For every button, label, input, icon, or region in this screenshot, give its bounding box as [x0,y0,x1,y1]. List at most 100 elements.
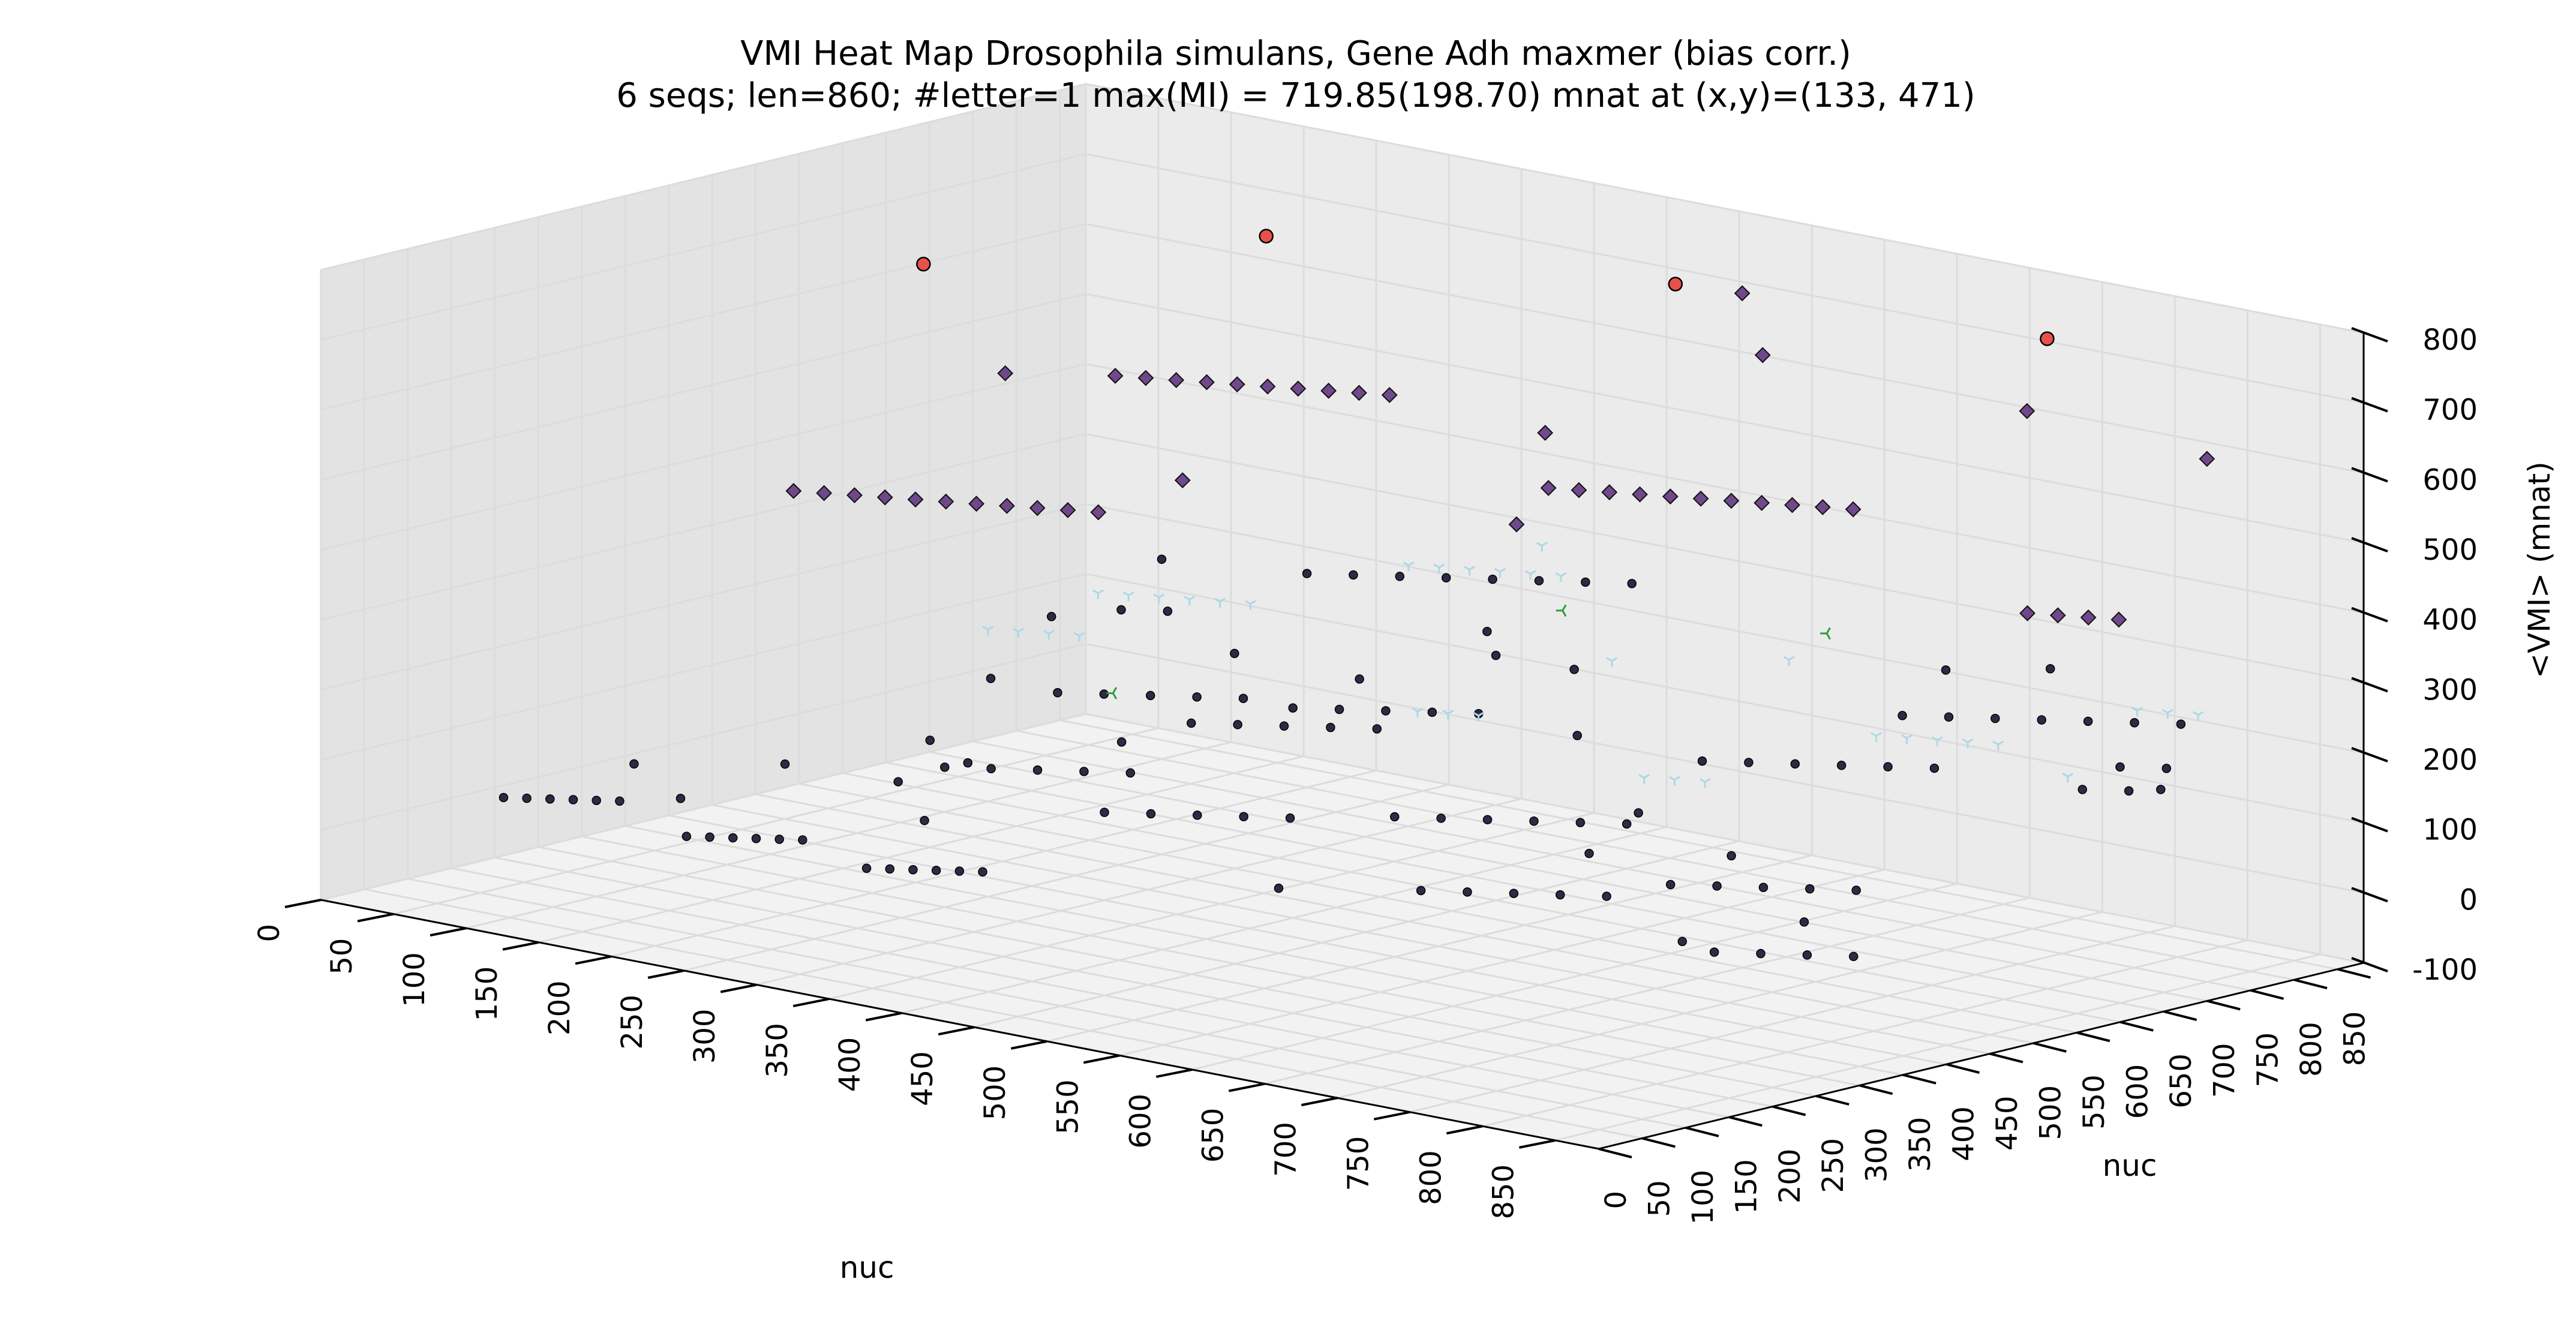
data-point [2019,605,2035,622]
data-point [1274,883,1284,893]
y-tick [2337,968,2371,979]
data-point [1381,706,1391,716]
data-point [1412,707,1424,717]
data-point [1709,947,1719,957]
chart-subtitle: 6 seqs; len=860; #letter=1 max(MI) = 719… [616,76,1975,115]
data-point [1555,890,1565,900]
data-point [1929,763,1939,773]
z-tick-label: 300 [2422,673,2478,707]
z-tick-label: 200 [2422,743,2478,777]
data-point [1320,382,1337,399]
data-point [1524,570,1536,580]
y-tick-label: 550 [2077,1074,2111,1130]
data-point [1509,888,1519,899]
data-point [1145,690,1155,701]
x-tick [1010,1040,1047,1050]
data-point [2045,664,2055,674]
data-point [1849,951,1859,962]
x-tick [792,998,830,1008]
y-tick [1772,1105,1806,1116]
data-point [1537,425,1554,441]
data-point [1053,687,1062,698]
data-point [1754,347,1771,364]
data-point [774,834,784,844]
data-point [1351,385,1367,401]
data-point [1622,819,1632,829]
data-point [1534,576,1544,586]
x-tick [1301,1097,1338,1107]
data-point [1463,887,1472,897]
data-point [705,832,714,842]
data-point [798,835,807,845]
data-point [1727,851,1736,861]
data-point [982,626,994,636]
data-point [916,257,931,272]
z-tick [2351,327,2388,343]
data-point [2049,607,2066,624]
data-point [2083,716,2093,726]
data-point [986,764,996,774]
grid-line-z [320,223,2364,474]
x-axis-label: nuc [840,1250,894,1285]
data-point [2131,707,2143,717]
data-point [2192,711,2204,721]
y-tick [1859,1084,1893,1095]
data-point [785,482,802,499]
x-tick [647,969,684,979]
data-point [1146,809,1156,819]
y-tick-label: 650 [2164,1053,2198,1109]
data-point [1677,936,1688,947]
data-point [1572,731,1582,740]
y-tick-label: 600 [2121,1064,2154,1119]
data-point [1571,482,1587,499]
data-point [1442,710,1454,720]
data-point [1381,387,1398,403]
y-tick-label: 750 [2251,1032,2285,1088]
data-point [2161,708,2173,719]
x-tick-label: 100 [398,952,431,1007]
data-point [908,864,918,875]
z-tick-label: -100 [2412,953,2478,987]
x-tick-label: 0 [253,924,286,942]
y-tick [2032,1041,2067,1053]
data-point [1575,818,1586,827]
z-tick-label: 400 [2422,604,2478,637]
data-point [1799,917,1809,927]
data-point [1944,712,1954,722]
data-point [1092,589,1104,599]
data-point [1416,885,1426,896]
data-point [1073,632,1085,642]
y-tick [1815,1094,1850,1106]
data-point [1441,573,1451,583]
data-point [1627,578,1637,589]
data-point [1990,713,2000,723]
x-tick [502,941,539,951]
data-point [876,489,893,506]
data-point [963,758,973,768]
data-point [2124,786,2134,796]
data-point [1395,572,1405,581]
x-tick-label: 400 [833,1037,867,1092]
z-tick-label: 0 [2459,883,2478,917]
data-point [1734,285,1751,302]
data-point [1820,627,1831,640]
data-point [997,365,1014,382]
data-point [1349,570,1358,580]
data-point [1043,630,1055,640]
data-point [681,831,692,841]
chart-title: VMI Heat Map Drosophila simulans, Gene A… [740,34,1851,73]
data-point [1491,650,1501,661]
data-point [1464,566,1475,576]
y-tick [2163,1010,2197,1021]
y-tick [1685,1126,1719,1137]
data-point [846,487,863,503]
x-tick-label: 200 [543,980,577,1035]
x-tick [1446,1125,1483,1135]
data-point [1059,502,1076,518]
data-point [545,794,555,804]
x-tick-label: 500 [978,1065,1012,1121]
data-point [1992,740,2004,750]
data-point [1814,499,1831,515]
data-point [1584,848,1594,858]
y-tick [2076,1031,2110,1043]
